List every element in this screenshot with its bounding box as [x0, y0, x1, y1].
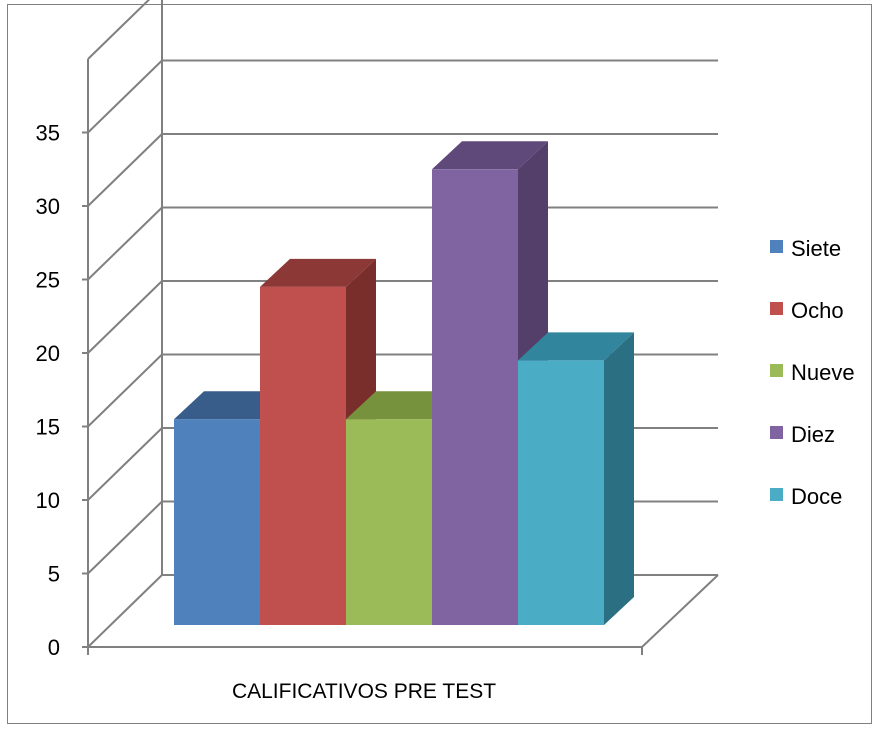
legend-item-nueve: Nueve: [770, 360, 855, 385]
bar-front-ocho: [260, 286, 346, 625]
bar-top-doce: [518, 332, 634, 361]
gridline-side: [87, 0, 151, 60]
y-tick-label: 20: [36, 341, 60, 366]
gridline-side: [87, 59, 163, 134]
legend-item-doce: Doce: [770, 484, 842, 509]
y-tick-label: 0: [48, 635, 60, 660]
axes: [82, 59, 643, 655]
gridline-side: [87, 574, 163, 648]
gridline-side: [87, 133, 163, 207]
bar-front-doce: [518, 360, 604, 625]
bar-doce: [518, 332, 634, 625]
legend-label: Nueve: [791, 360, 855, 385]
y-tick-label: 35: [36, 121, 60, 146]
bar-top-diez: [432, 141, 548, 170]
legend-item-siete: Siete: [770, 236, 841, 261]
legend-swatch: [770, 426, 783, 439]
bar-side-doce: [604, 332, 634, 625]
floor-right-edge: [641, 574, 719, 648]
legend-label: Ocho: [791, 298, 844, 323]
x-category-labels: CALIFICATIVOS PRE TEST: [232, 680, 496, 703]
legend-label: Diez: [791, 422, 835, 447]
legend-label: Siete: [791, 236, 841, 261]
y-tick-label: 15: [36, 415, 60, 440]
gridline-side: [87, 500, 163, 575]
legend-swatch: [770, 488, 783, 501]
y-tick-label: 5: [48, 562, 60, 587]
bars: [174, 141, 634, 626]
bar-front-nueve: [346, 419, 432, 625]
gridline-side: [87, 280, 163, 354]
gridline-side: [87, 427, 163, 501]
legend-item-diez: Diez: [770, 422, 835, 447]
bar-ocho: [260, 258, 376, 625]
legend-label: Doce: [791, 484, 842, 509]
gridline-side: [87, 353, 163, 428]
y-tick-label: 25: [36, 268, 60, 293]
y-tick-labels: 0 5 10 15 20 25 30 35: [36, 121, 60, 661]
x-category-label: CALIFICATIVOS PRE TEST: [232, 680, 496, 703]
gridline-side: [87, 206, 163, 281]
bar-top-ocho: [260, 258, 376, 287]
legend-swatch: [770, 302, 783, 315]
legend-swatch: [770, 364, 783, 377]
y-tick-label: 30: [36, 194, 60, 219]
bar-front-diez: [432, 169, 518, 626]
legend-item-ocho: Ocho: [770, 298, 844, 323]
legend: Siete Ocho Nueve Diez Doce: [770, 236, 855, 509]
legend-swatch: [770, 240, 783, 253]
y-tick-label: 10: [36, 488, 60, 513]
bar-front-siete: [174, 419, 260, 625]
